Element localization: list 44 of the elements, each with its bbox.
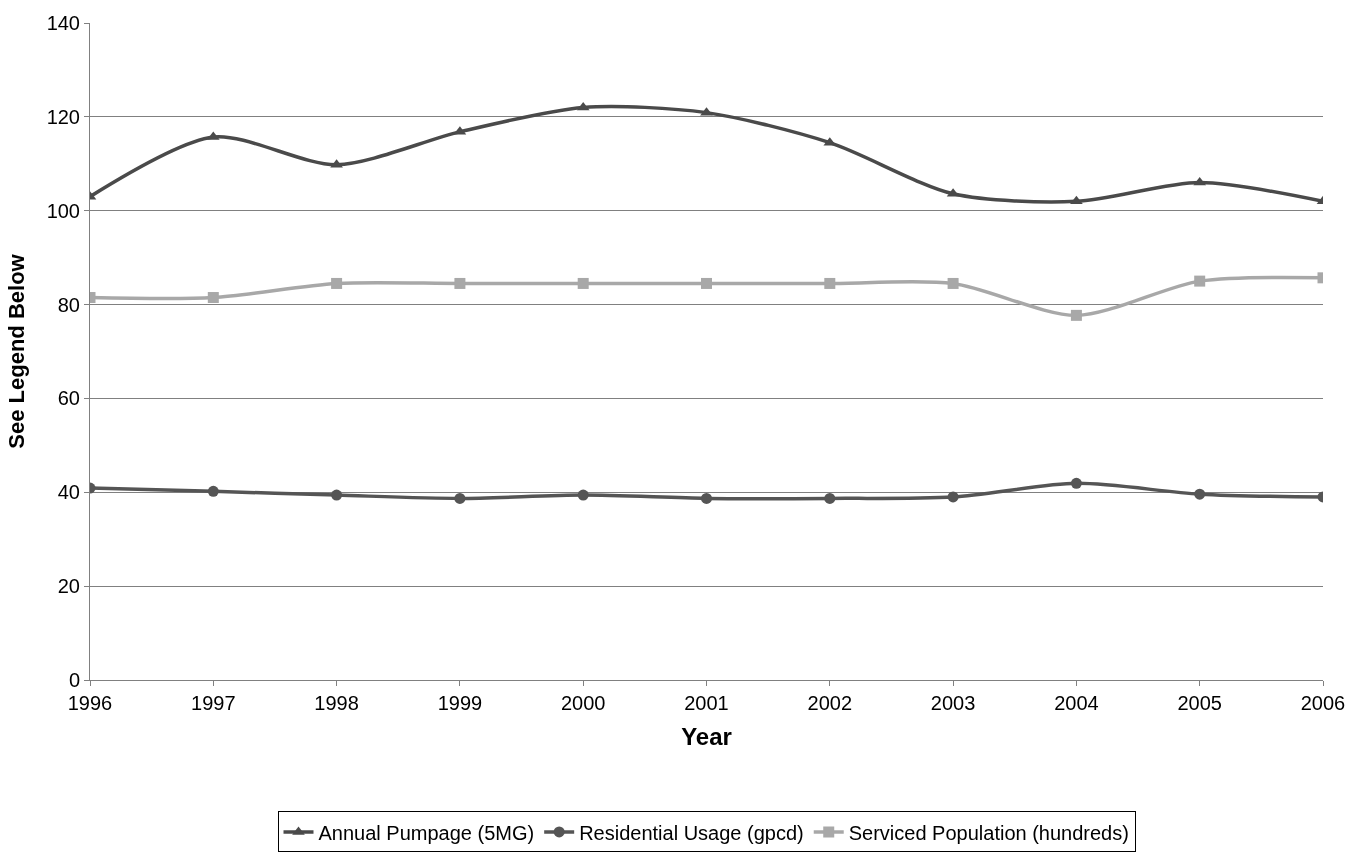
legend-label: Annual Pumpage (5MG)	[318, 821, 535, 844]
x-tick-label: 2005	[1177, 692, 1222, 714]
y-tick-label: 140	[46, 12, 80, 34]
x-tick-label: 1996	[67, 692, 113, 714]
y-axis-title: See Legend Below	[4, 253, 30, 449]
point	[454, 492, 466, 504]
y-tick-label: 0	[68, 669, 80, 691]
point	[1194, 488, 1206, 500]
point	[824, 492, 836, 504]
y-tick-label: 80	[57, 293, 80, 316]
point	[947, 277, 959, 289]
y-tick-label: 100	[46, 199, 80, 222]
point	[1194, 275, 1206, 287]
point	[454, 277, 466, 289]
y-tick-label: 60	[57, 387, 80, 410]
point	[1070, 309, 1082, 321]
x-tick-label: 2001	[684, 692, 729, 714]
point	[1070, 477, 1082, 489]
legend-label: Residential Usage (gpcd)	[579, 821, 804, 844]
x-tick-label: 1998	[314, 692, 359, 714]
x-tick-label: 1999	[437, 692, 483, 714]
point	[947, 491, 959, 503]
y-tick-label: 40	[57, 481, 80, 504]
x-tick-label: 2000	[560, 692, 606, 714]
y-tick-label: 120	[46, 105, 80, 128]
point	[701, 492, 712, 504]
point	[331, 277, 343, 289]
y-tick-label: 20	[57, 575, 80, 598]
x-tick-label: 2003	[930, 692, 976, 714]
x-tick-label: 2004	[1054, 692, 1099, 714]
point	[331, 489, 343, 501]
point	[576, 101, 590, 111]
point	[577, 489, 589, 501]
point	[577, 277, 589, 289]
x-tick-label: 2002	[807, 692, 853, 714]
x-axis-title: Year	[681, 723, 732, 751]
point	[207, 292, 219, 304]
x-tick-label: 1997	[191, 692, 236, 714]
point	[701, 277, 712, 289]
legend-label: Serviced Population (hundreds)	[848, 821, 1129, 844]
point	[207, 485, 219, 497]
x-tick-label: 2006	[1300, 692, 1346, 714]
point	[1070, 195, 1083, 205]
point	[824, 277, 836, 289]
